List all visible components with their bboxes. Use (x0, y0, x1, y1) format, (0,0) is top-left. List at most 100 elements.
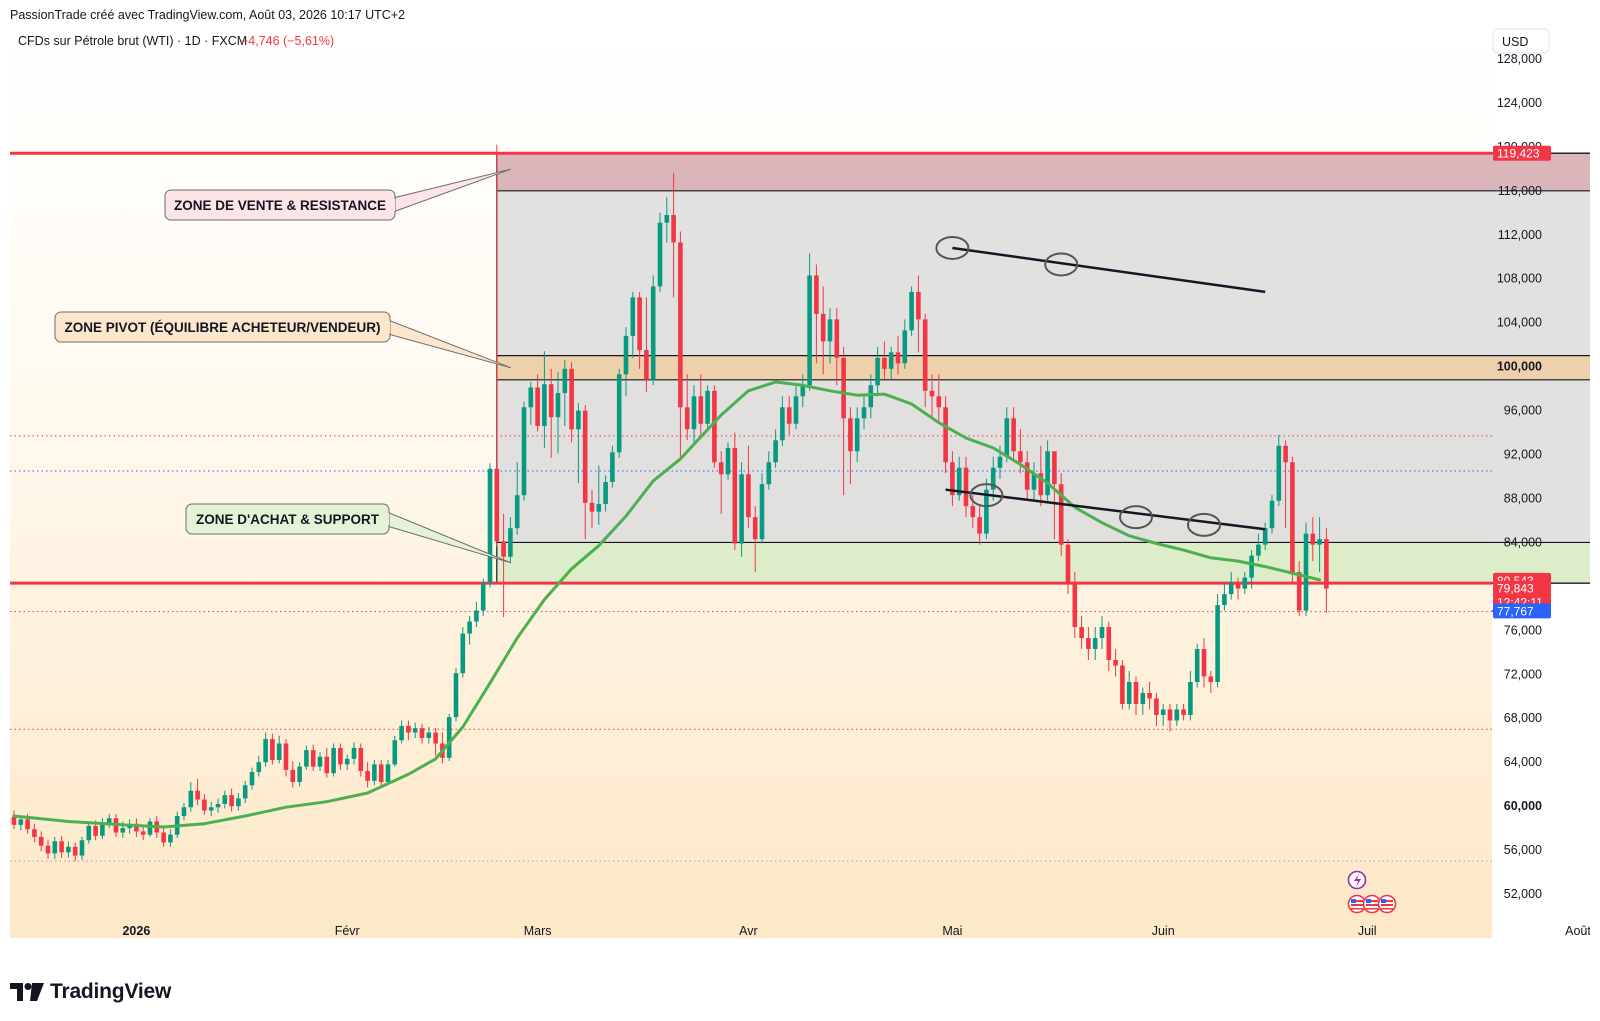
candle-down (1120, 660, 1125, 710)
candle-body (786, 407, 792, 424)
candle-down (814, 264, 819, 364)
candle-body (984, 489, 989, 534)
candle-body (1113, 660, 1118, 666)
candle-down (848, 407, 853, 485)
touch-point-circle (1119, 505, 1153, 530)
candle-body (1324, 539, 1329, 589)
event-icons[interactable] (1347, 870, 1397, 914)
candle-body (773, 440, 778, 463)
candle-body (331, 747, 336, 774)
candle-body (11, 817, 17, 825)
candle-body (535, 387, 540, 426)
candle-down (882, 341, 887, 380)
candle-body (283, 743, 289, 770)
tradingview-logo[interactable]: TradingView (10, 980, 171, 1004)
candle-up (623, 327, 629, 397)
candle-body (807, 275, 812, 386)
candle-down (684, 374, 690, 441)
x-tick-label: Mars (524, 924, 552, 938)
candle-up (875, 346, 880, 397)
candle-body (256, 762, 262, 773)
x-tick-label: Févr (335, 924, 360, 938)
candle-body (603, 482, 608, 504)
currency-button[interactable]: USD (1492, 28, 1550, 54)
candle-up (412, 722, 418, 739)
candle-body (909, 291, 914, 331)
candle-body (181, 807, 187, 817)
candle-up (616, 368, 622, 458)
candle-body (936, 396, 942, 408)
candle-up (555, 372, 561, 454)
candle-body (1045, 451, 1050, 496)
y-tick-label: 124,000 (1497, 96, 1542, 110)
candle-body (419, 728, 425, 739)
candle-body (1249, 555, 1254, 578)
candle-body (487, 468, 493, 584)
price-label-text: 119,423 (1497, 147, 1540, 161)
candle-body (854, 418, 860, 452)
candle-body (508, 528, 513, 557)
candle-down (1058, 473, 1064, 556)
buy-support-zone (496, 542, 1600, 584)
flash-icon[interactable] (1347, 870, 1367, 890)
candle-body (106, 818, 112, 823)
candle-down (338, 743, 343, 770)
candle-up (392, 735, 398, 767)
candle-body (956, 467, 962, 496)
touch-point-circle (1187, 512, 1221, 537)
candle-body (453, 673, 459, 718)
candle-up (242, 780, 248, 803)
candle-body (1188, 681, 1193, 715)
candle-up (909, 286, 914, 336)
candle-up (480, 578, 486, 617)
candle-body (644, 350, 649, 380)
chart-frame: ZONE DE VENTE & RESISTANCE ZONE PIVOT (ÉQ… (10, 26, 1600, 964)
candle-down (977, 506, 982, 545)
candle-body (147, 821, 153, 835)
candle-up (276, 735, 282, 764)
candle-body (868, 385, 874, 408)
candle-body (664, 214, 670, 223)
candle-body (433, 732, 438, 744)
candle-up (528, 382, 534, 425)
candle-up (596, 465, 602, 525)
candle-up (181, 802, 187, 821)
candle-body (324, 756, 330, 774)
candle-body (161, 832, 166, 843)
candle-up (576, 402, 581, 484)
candle-body (93, 825, 98, 836)
y-tick-label: 64,000 (1504, 755, 1542, 769)
candle-down (161, 825, 166, 847)
candle-up (263, 732, 268, 767)
candle-up (854, 407, 860, 463)
candle-body (780, 407, 785, 441)
candle-up (1099, 616, 1105, 650)
candle-body (52, 841, 58, 854)
candle-body (929, 390, 935, 397)
candle-body (684, 407, 690, 430)
candle-body (1099, 627, 1105, 639)
candle-up (256, 755, 262, 777)
candle-body (1024, 462, 1030, 490)
candle-body (1140, 692, 1146, 704)
candle-up (385, 759, 391, 786)
candle-body (474, 610, 479, 622)
candle-body (344, 758, 350, 765)
candle-body (841, 357, 846, 419)
candle-body (990, 467, 996, 490)
chart-svg[interactable]: ZONE DE VENTE & RESISTANCE ZONE PIVOT (ÉQ… (10, 26, 1600, 964)
candle-body (1228, 583, 1234, 595)
candle-up (1262, 522, 1268, 551)
candle-body (848, 418, 853, 452)
candle-up (1269, 495, 1275, 534)
candle-body (1181, 709, 1186, 715)
candle-body (569, 368, 574, 430)
candle-up (297, 762, 302, 787)
candle-down (1024, 451, 1030, 501)
price-label-bg (1493, 580, 1551, 596)
candle-down (535, 374, 540, 432)
us-flag-icon[interactable] (1377, 894, 1397, 914)
candle-down (1324, 528, 1329, 613)
price-label-text: 79,843 (1497, 582, 1534, 596)
candle-body (1290, 462, 1295, 573)
